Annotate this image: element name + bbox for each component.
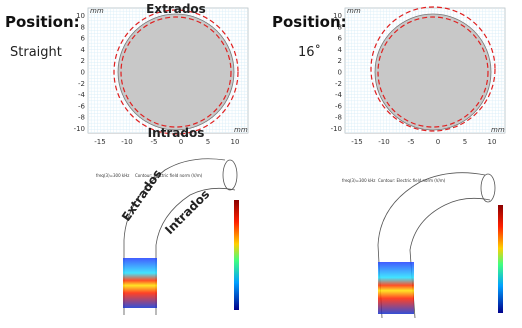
x-unit: mm bbox=[491, 126, 505, 134]
freq-label: freq(3)=300 kHz bbox=[342, 178, 375, 183]
y-tick-label: -6 bbox=[78, 102, 86, 110]
x-tick-label: -10 bbox=[121, 138, 132, 146]
x-unit: mm bbox=[234, 126, 248, 134]
y-unit: mm bbox=[90, 7, 104, 15]
y-tick-label: -2 bbox=[78, 80, 85, 88]
figure: -15 -10 -5 0 5 10 10 8 6 4 2 0 -2 -4 -6 -8 -10 mm mm -15 -10… bbox=[0, 0, 522, 328]
y-tick-label: -8 bbox=[78, 114, 85, 122]
extrados-label: Extrados bbox=[146, 2, 206, 16]
x-tick-label: -15 bbox=[351, 138, 362, 146]
y-tick-label: -2 bbox=[335, 80, 342, 88]
position-value: Straight bbox=[10, 45, 62, 60]
x-tick-label: 10 bbox=[231, 138, 240, 146]
y-tick-label: 2 bbox=[338, 57, 342, 65]
contour-label: Contour: Electric field norm (V/m) bbox=[378, 178, 446, 183]
y-tick-label: 4 bbox=[81, 46, 86, 54]
position-value: 16˚ bbox=[298, 44, 321, 60]
y-tick-label: 2 bbox=[81, 57, 85, 65]
intrados-label: Intrados bbox=[148, 126, 205, 140]
vessel-section bbox=[118, 14, 234, 130]
page: {"panels":[ {"position_label":"Position:… bbox=[0, 0, 522, 328]
y-tick-label: 6 bbox=[338, 35, 343, 43]
y-tick-label: -6 bbox=[335, 102, 343, 110]
render-straight: freq(3)=300 kHz Contour: Electric field … bbox=[96, 159, 239, 315]
x-tick-label: -5 bbox=[408, 138, 415, 146]
position-label: Position: bbox=[272, 13, 347, 31]
x-tick-label: 0 bbox=[436, 138, 440, 146]
freq-label: freq(3)=300 kHz bbox=[96, 173, 129, 178]
render-bent: freq(3)=300 kHz Contour: Electric field … bbox=[342, 173, 503, 318]
y-tick-label: 8 bbox=[81, 23, 85, 31]
x-tick-label: -15 bbox=[94, 138, 105, 146]
y-tick-label: 6 bbox=[81, 35, 86, 43]
x-tick-label: 5 bbox=[463, 138, 467, 146]
x-tick-label: 10 bbox=[488, 138, 497, 146]
y-tick-label: -4 bbox=[335, 91, 343, 99]
x-tick-label: -10 bbox=[378, 138, 389, 146]
y-tick-label: -10 bbox=[331, 125, 342, 133]
y-tick-label: 0 bbox=[338, 69, 342, 77]
position-label: Position: bbox=[5, 13, 80, 31]
y-tick-label: 0 bbox=[81, 69, 85, 77]
intrados-label: Intrados bbox=[162, 187, 212, 237]
x-tick-label: 5 bbox=[206, 138, 210, 146]
y-tick-label: -8 bbox=[335, 114, 342, 122]
y-tick-label: -10 bbox=[74, 125, 85, 133]
y-tick-label: -4 bbox=[78, 91, 86, 99]
y-tick-label: 4 bbox=[338, 46, 343, 54]
vessel-section bbox=[375, 14, 491, 130]
y-unit: mm bbox=[347, 7, 361, 15]
